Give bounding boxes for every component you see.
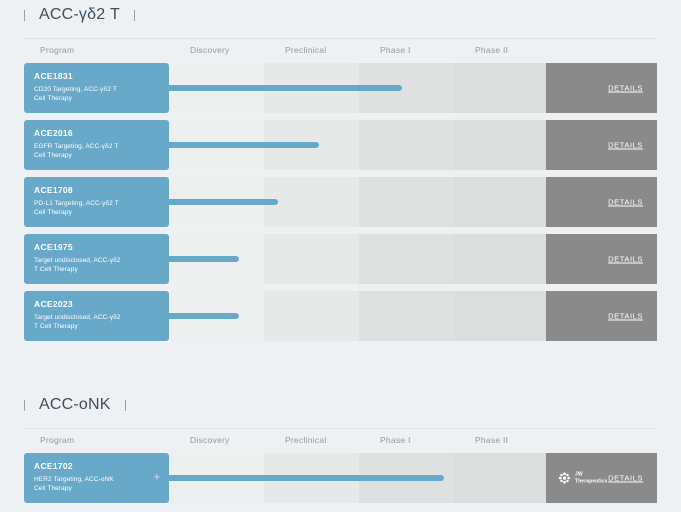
progress-bar bbox=[164, 313, 239, 319]
progress-bar bbox=[164, 199, 278, 205]
details-panel: DETAILS bbox=[546, 120, 657, 170]
progress-bar bbox=[164, 475, 444, 481]
progress-bar bbox=[164, 256, 239, 262]
table-row: DETAILS ACE1975 Target undisclosed, ACC-… bbox=[24, 234, 657, 284]
pipeline-section-acc-gd2t: ACC-γδ2 T Program Discovery Preclinical … bbox=[0, 0, 681, 341]
program-card[interactable]: ACE1702 HER2 Targeting, ACC-oNK Cell The… bbox=[24, 453, 169, 503]
program-card[interactable]: ACE1831 CD20 Targeting, ACC-γδ2 T Cell T… bbox=[24, 63, 169, 113]
program-description: Target undisclosed, ACC-γδ2 T Cell Thera… bbox=[34, 314, 121, 331]
stage-bands: DETAILS bbox=[24, 120, 657, 170]
tick-mark-left-icon bbox=[24, 399, 25, 411]
partner-name: JW Therapeutics bbox=[575, 471, 608, 484]
program-id: ACE1831 bbox=[34, 71, 73, 81]
program-description: HER2 Targeting, ACC-oNK Cell Therapy bbox=[34, 476, 114, 493]
program-id: ACE2023 bbox=[34, 299, 73, 309]
band-phase1 bbox=[359, 291, 454, 341]
stage-bands: DETAILS bbox=[24, 63, 657, 113]
progress-bar bbox=[164, 85, 402, 91]
program-card[interactable]: ACE2016 EGFR Targeting, ACC-γδ2 T Cell T… bbox=[24, 120, 169, 170]
details-panel: JW Therapeutics DETAILS bbox=[546, 453, 657, 503]
table-row: DETAILS ACE2016 EGFR Targeting, ACC-γδ2 … bbox=[24, 120, 657, 170]
band-phase2 bbox=[454, 291, 546, 341]
progress-bar bbox=[164, 142, 319, 148]
jw-flower-logo-icon bbox=[558, 472, 571, 484]
pipeline-section-acc-onk: ACC-oNK Program Discovery Preclinical Ph… bbox=[0, 390, 681, 510]
band-phase2 bbox=[454, 63, 546, 113]
expand-plus-icon[interactable]: + bbox=[153, 471, 160, 484]
details-link[interactable]: DETAILS bbox=[608, 197, 643, 207]
program-description: PD-L1 Targeting, ACC-γδ2 T Cell Therapy bbox=[34, 200, 119, 217]
details-link[interactable]: DETAILS bbox=[608, 83, 643, 93]
column-header-row: Program Discovery Preclinical Phase I Ph… bbox=[24, 429, 657, 453]
column-header-program: Program bbox=[40, 45, 75, 55]
column-header-program: Program bbox=[40, 435, 75, 445]
column-header-phase1: Phase I bbox=[380, 45, 411, 55]
pipeline-rows: JW Therapeutics DETAILS ACE1702 HER2 Tar… bbox=[24, 453, 657, 503]
program-id: ACE2016 bbox=[34, 128, 73, 138]
details-link[interactable]: DETAILS bbox=[608, 473, 643, 483]
details-panel: DETAILS bbox=[546, 234, 657, 284]
table-row: DETAILS ACE2023 Target undisclosed, ACC-… bbox=[24, 291, 657, 341]
column-header-row: Program Discovery Preclinical Phase I Ph… bbox=[24, 39, 657, 63]
tick-mark-right-icon bbox=[133, 9, 135, 21]
program-description: CD20 Targeting, ACC-γδ2 T Cell Therapy bbox=[34, 86, 117, 103]
table-row: JW Therapeutics DETAILS ACE1702 HER2 Tar… bbox=[24, 453, 657, 503]
band-phase2 bbox=[454, 120, 546, 170]
program-card[interactable]: ACE1708 PD-L1 Targeting, ACC-γδ2 T Cell … bbox=[24, 177, 169, 227]
section-header: ACC-oNK bbox=[0, 390, 681, 420]
band-phase1 bbox=[359, 120, 454, 170]
band-preclinical bbox=[264, 234, 359, 284]
tick-mark-left-icon bbox=[24, 9, 25, 21]
program-id: ACE1708 bbox=[34, 185, 73, 195]
column-header-phase2: Phase II bbox=[475, 45, 509, 55]
band-phase2 bbox=[454, 453, 546, 503]
table-row: DETAILS ACE1708 PD-L1 Targeting, ACC-γδ2… bbox=[24, 177, 657, 227]
details-link[interactable]: DETAILS bbox=[608, 254, 643, 264]
band-preclinical bbox=[264, 291, 359, 341]
band-phase1 bbox=[359, 177, 454, 227]
program-id: ACE1702 bbox=[34, 461, 73, 471]
program-description: Target undisclosed, ACC-γδ2 T Cell Thera… bbox=[34, 257, 121, 274]
section-title: ACC-γδ2 T bbox=[39, 6, 120, 23]
column-header-phase2: Phase II bbox=[475, 435, 509, 445]
program-card[interactable]: ACE1975 Target undisclosed, ACC-γδ2 T Ce… bbox=[24, 234, 169, 284]
program-id: ACE1975 bbox=[34, 242, 73, 252]
band-phase1 bbox=[359, 234, 454, 284]
details-link[interactable]: DETAILS bbox=[608, 311, 643, 321]
partner-logo: JW Therapeutics bbox=[558, 472, 607, 485]
pipeline-rows: DETAILS ACE1831 CD20 Targeting, ACC-γδ2 … bbox=[24, 63, 657, 341]
band-phase2 bbox=[454, 177, 546, 227]
table-row: DETAILS ACE1831 CD20 Targeting, ACC-γδ2 … bbox=[24, 63, 657, 113]
column-header-preclinical: Preclinical bbox=[285, 45, 327, 55]
program-description: EGFR Targeting, ACC-γδ2 T Cell Therapy bbox=[34, 143, 119, 160]
band-phase2 bbox=[454, 234, 546, 284]
section-header: ACC-γδ2 T bbox=[0, 0, 681, 30]
column-header-discovery: Discovery bbox=[190, 45, 230, 55]
tick-mark-right-icon bbox=[124, 399, 126, 411]
column-header-preclinical: Preclinical bbox=[285, 435, 327, 445]
details-panel: DETAILS bbox=[546, 291, 657, 341]
header-divider bbox=[24, 38, 657, 39]
details-link[interactable]: DETAILS bbox=[608, 140, 643, 150]
program-card[interactable]: ACE2023 Target undisclosed, ACC-γδ2 T Ce… bbox=[24, 291, 169, 341]
details-panel: DETAILS bbox=[546, 63, 657, 113]
details-panel: DETAILS bbox=[546, 177, 657, 227]
column-header-phase1: Phase I bbox=[380, 435, 411, 445]
band-preclinical bbox=[264, 177, 359, 227]
section-title: ACC-oNK bbox=[39, 396, 111, 413]
header-divider bbox=[24, 428, 657, 429]
column-header-discovery: Discovery bbox=[190, 435, 230, 445]
